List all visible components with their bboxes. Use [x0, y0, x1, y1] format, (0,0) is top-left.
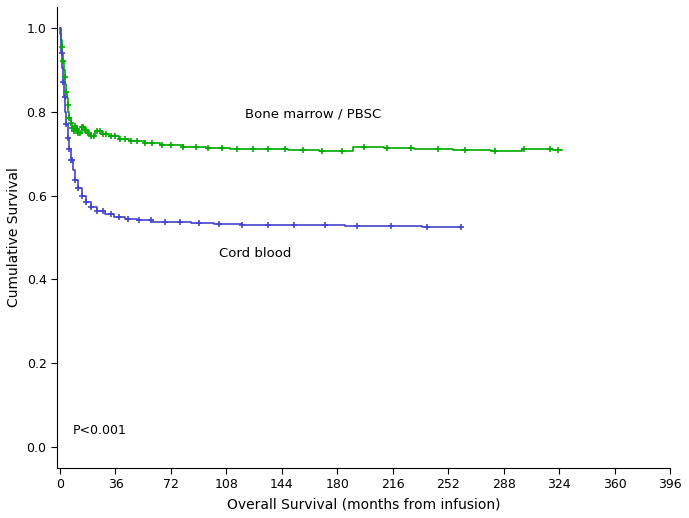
- Text: P<0.001: P<0.001: [72, 424, 126, 437]
- Text: Bone marrow / PBSC: Bone marrow / PBSC: [245, 107, 381, 120]
- X-axis label: Overall Survival (months from infusion): Overall Survival (months from infusion): [227, 497, 500, 511]
- Y-axis label: Cumulative Survival: Cumulative Survival: [7, 168, 21, 308]
- Text: Cord blood: Cord blood: [218, 247, 291, 260]
